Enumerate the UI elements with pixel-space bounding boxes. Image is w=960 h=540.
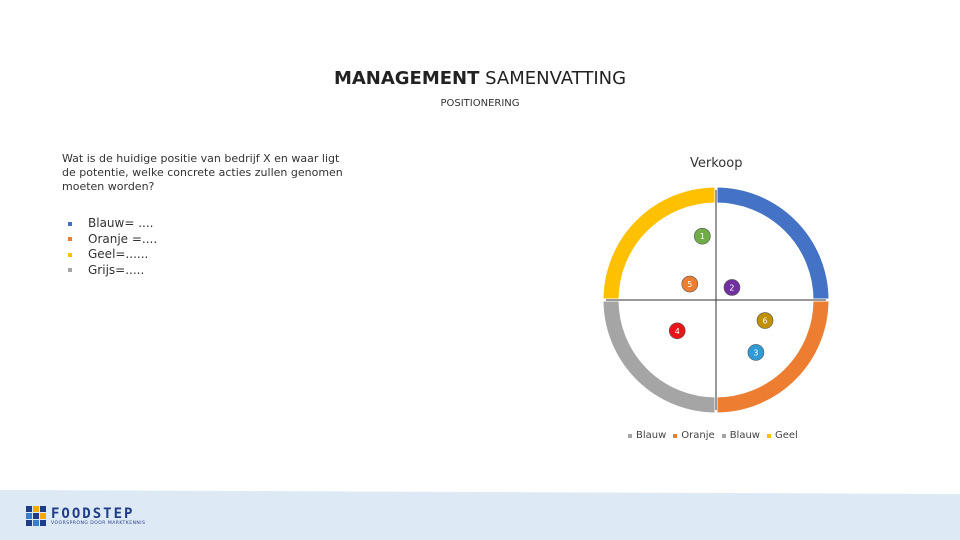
logo-tile [40,506,46,512]
legend-item: Blauw [628,430,666,441]
logo-tile [33,520,39,526]
marker-label: 6 [762,317,767,326]
logo-tile [26,506,32,512]
chart-title: Verkoop [690,156,743,171]
footer-band [0,490,960,540]
slide-title: MANAGEMENT SAMENVATTING [0,68,960,89]
logo-tile [26,520,32,526]
legend-item: Oranje [673,430,715,441]
bullet-item: Grijs=..... [68,263,157,279]
bullet-text: Oranje =.... [88,231,158,246]
data-marker [694,227,711,245]
bullet-text: Blauw= .... [88,216,154,230]
logo-tile [26,513,32,519]
doughnut-segment [714,298,832,416]
data-marker [681,275,699,293]
legend-swatch [721,433,726,438]
data-marker [747,344,765,361]
chart-legend: Blauw Oranje Blauw Geel [628,430,805,441]
marker-label: 5 [687,280,692,289]
bullet-text: Grijs=..... [88,262,145,277]
bullet-item: Oranje =.... [68,232,157,248]
legend-label: Oranje [681,430,715,441]
legend-label: Geel [774,430,798,441]
data-marker [668,322,686,340]
legend-label: Blauw [636,430,667,441]
logo-grid-icon [26,506,46,526]
legend-swatch [673,433,678,438]
marker-label: 3 [753,348,758,357]
logo-tagline: VOORSPRONG DOOR MARKTKENNIS [51,520,146,526]
bullet-text: Geel=...... [88,247,149,261]
marker-label: 4 [675,327,680,336]
bullet-item: Geel=...... [68,247,157,263]
slide-subtitle: POSITIONERING [440,98,520,109]
bullet-list: Blauw= .... Oranje =.... Geel=...... Gri… [68,216,157,278]
data-marker [756,312,774,329]
legend-item: Geel [766,430,798,441]
logo-name: FOODSTEP [51,505,135,522]
bullet-square-icon [68,252,72,257]
legend-swatch [628,433,632,438]
bullet-square-icon [68,268,72,273]
marker-label: 2 [729,283,734,292]
data-marker [723,279,741,296]
marker-label: 1 [700,232,705,241]
question-text: Wat is de huidige positie van bedrijf X … [62,152,343,193]
foodstep-logo: FOODSTEP VOORSPRONG DOOR MARKTKENNIS [26,506,146,526]
legend-item: Blauw [721,430,760,441]
bullet-square-icon [68,221,72,226]
logo-tile [40,513,46,519]
logo-text: FOODSTEP VOORSPRONG DOOR MARKTKENNIS [51,507,146,526]
doughnut-segment [600,184,718,302]
bullet-square-icon [68,237,72,242]
legend-swatch [766,433,771,438]
slide-title-rest: SAMENVATTING [479,68,627,89]
logo-tile [33,506,39,512]
doughnut-segment [600,298,718,416]
bullet-item: Blauw= .... [68,216,157,232]
logo-tile [33,513,39,519]
legend-label: Blauw [729,430,760,441]
footer-shape [0,490,960,540]
logo-tile [40,520,46,526]
slide-title-bold: MANAGEMENT [333,68,480,89]
